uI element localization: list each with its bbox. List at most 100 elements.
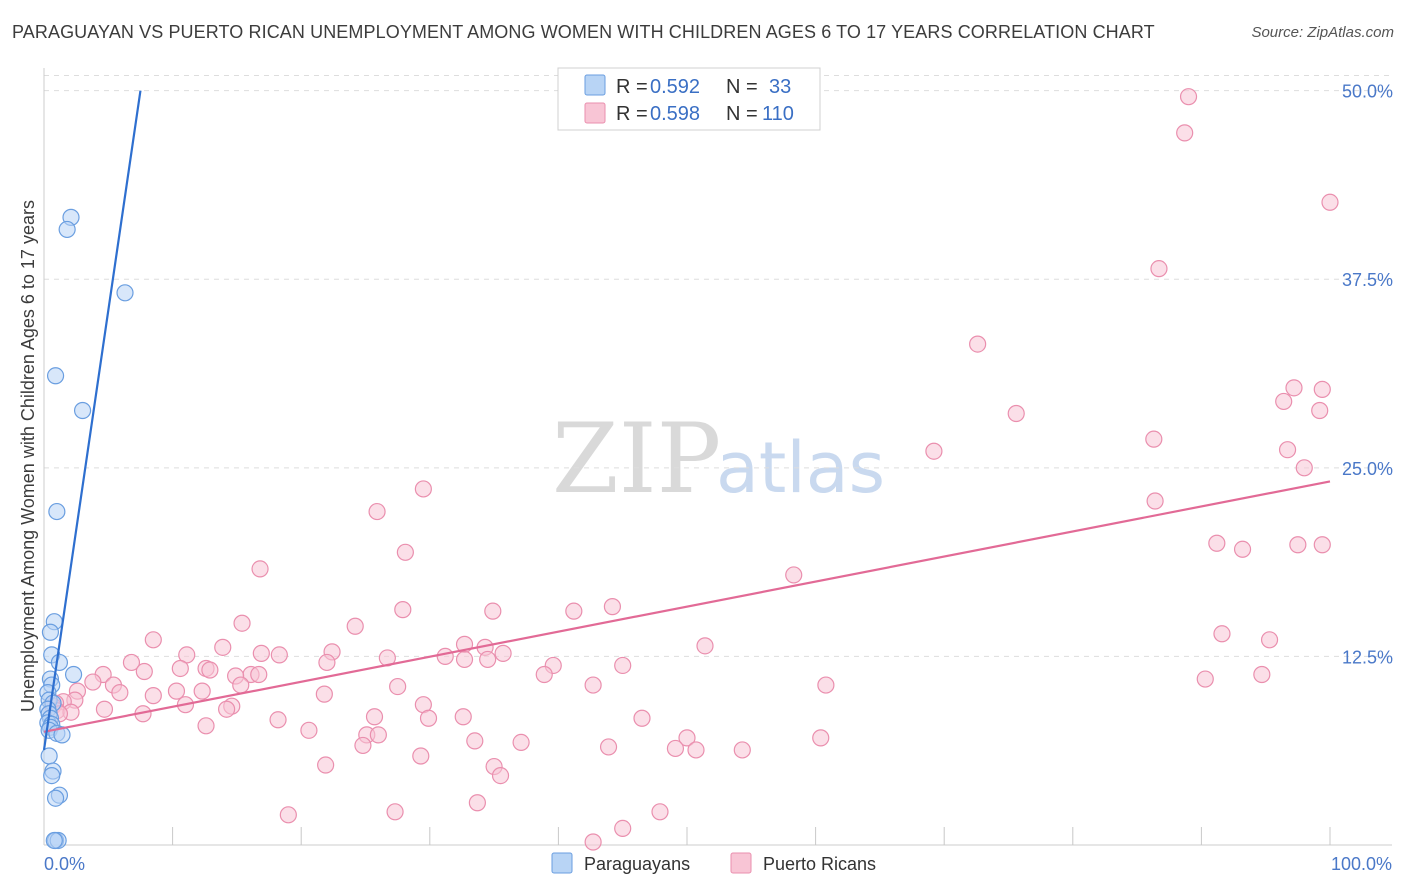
puerto-rican-point-27 [484,602,502,620]
puerto-rican-point-34 [696,637,714,655]
paraguayan-point-25 [40,747,58,765]
puerto-rican-point-22 [251,560,269,578]
puerto-rican-trend-line [43,480,1331,733]
paraguayan-point-9 [50,653,69,672]
puerto-rican-point-69 [193,682,211,700]
puerto-rican-point-31 [1260,631,1279,649]
puerto-rican-point-45 [479,650,497,669]
puerto-rican-point-17 [1208,534,1226,552]
puerto-rican-point-66 [584,676,602,694]
puerto-rican-point-13 [1295,459,1313,477]
puerto-rican-point-100 [599,738,618,756]
puerto-rican-point-105 [317,756,335,774]
legend-r-value-1: 0.592 [650,76,700,98]
puerto-rican-point-20 [1233,540,1252,558]
puerto-rican-points [44,88,1339,851]
y-tick-labels: 12.5% 25.0% 37.5% 50.0% [1342,82,1393,668]
puerto-rican-point-71 [315,685,333,703]
puerto-rican-point-3 [1150,260,1168,278]
puerto-rican-point-64 [817,676,835,694]
y-tick-label-2: 37.5% [1342,270,1393,290]
puerto-rican-point-50 [171,659,189,678]
puerto-rican-point-103 [733,741,751,759]
puerto-rican-point-2 [1321,193,1339,211]
puerto-rican-point-46 [122,653,141,672]
legend-n-label-1: N = [726,76,758,98]
puerto-rican-point-68 [167,682,186,700]
puerto-rican-point-99 [354,736,372,755]
puerto-rican-point-29 [346,617,364,635]
puerto-rican-point-95 [678,729,696,747]
chart-title: PARAGUAYAN VS PUERTO RICAN UNEMPLOYMENT … [12,22,1155,42]
puerto-rican-point-52 [201,661,219,679]
legend-swatch-puerto-ricans [584,102,606,124]
legend-n-label-2: N = [726,103,758,125]
puerto-rican-point-26 [394,601,412,619]
watermark-atlas: atlas [716,427,885,509]
puerto-rican-point-39 [494,644,512,662]
chart-source: Source: ZipAtlas.com [1251,24,1394,41]
puerto-rican-point-111 [279,806,297,824]
puerto-rican-point-15 [1146,492,1164,510]
puerto-rican-point-41 [252,644,270,662]
puerto-rican-point-61 [84,673,102,691]
paraguayan-points [39,208,134,850]
puerto-rican-point-8 [1275,392,1293,411]
puerto-rican-point-25 [565,602,583,620]
puerto-rican-point-104 [412,747,430,765]
puerto-rican-point-65 [389,677,407,696]
puerto-rican-point-110 [651,803,669,821]
puerto-rican-point-102 [687,741,705,759]
puerto-rican-point-40 [270,646,288,664]
bottom-legend-label-paraguayans: Paraguayans [584,854,690,874]
puerto-rican-point-11 [1278,441,1297,459]
paraguayan-point-32 [45,831,63,850]
puerto-rican-point-72 [144,687,162,705]
puerto-rican-point-7 [1313,380,1331,398]
gridlines [44,75,1392,657]
puerto-rican-point-36 [214,638,232,656]
watermark-zip: ZIP [552,403,721,515]
puerto-rican-point-19 [1313,536,1331,554]
puerto-rican-point-107 [491,766,510,785]
puerto-rican-point-23 [785,566,803,584]
paraguayan-point-27 [43,766,61,785]
puerto-rican-point-56 [250,665,268,684]
watermark: ZIP atlas [552,403,885,515]
puerto-rican-point-9 [1311,401,1329,420]
puerto-rican-point-30 [1213,625,1231,643]
puerto-rican-point-1 [1176,124,1194,142]
puerto-rican-point-12 [925,442,943,460]
legend-r-label-1: R = [616,76,648,98]
puerto-rican-point-86 [365,708,384,726]
puerto-rican-point-90 [269,711,287,729]
x-tick-labels: 0.0% 100.0% [44,854,1392,874]
y-tick-label-0: 12.5% [1342,647,1393,667]
puerto-rican-point-49 [614,656,632,675]
paraguayan-point-2 [116,284,134,302]
puerto-rican-point-63 [232,676,250,694]
puerto-rican-point-60 [1196,670,1214,688]
puerto-rican-point-38 [436,647,454,666]
paraguayan-point-3 [46,367,65,385]
puerto-rican-point-81 [95,700,114,718]
legend: R = 0.592 N = 33 R = 0.598 N = 110 [557,67,821,131]
x-ticks [172,827,1331,845]
bottom-legend-label-puerto-ricans: Puerto Ricans [763,854,876,874]
puerto-rican-point-88 [633,709,651,727]
paraguayan-trend-line [42,90,142,751]
bottom-legend: Paraguayans Puerto Ricans [551,852,876,874]
y-tick-label-1: 25.0% [1342,459,1393,479]
legend-r-label-2: R = [616,103,648,125]
puerto-rican-point-32 [144,631,162,649]
puerto-rican-point-4 [969,335,987,353]
puerto-rican-point-67 [111,684,129,702]
puerto-rican-point-87 [454,708,472,726]
puerto-rican-point-0 [1179,88,1198,106]
puerto-rican-point-47 [318,653,336,672]
puerto-rican-point-16 [368,502,386,521]
puerto-rican-point-109 [386,803,404,821]
x-tick-label-max: 100.0% [1331,854,1392,874]
puerto-rican-point-53 [135,662,153,681]
